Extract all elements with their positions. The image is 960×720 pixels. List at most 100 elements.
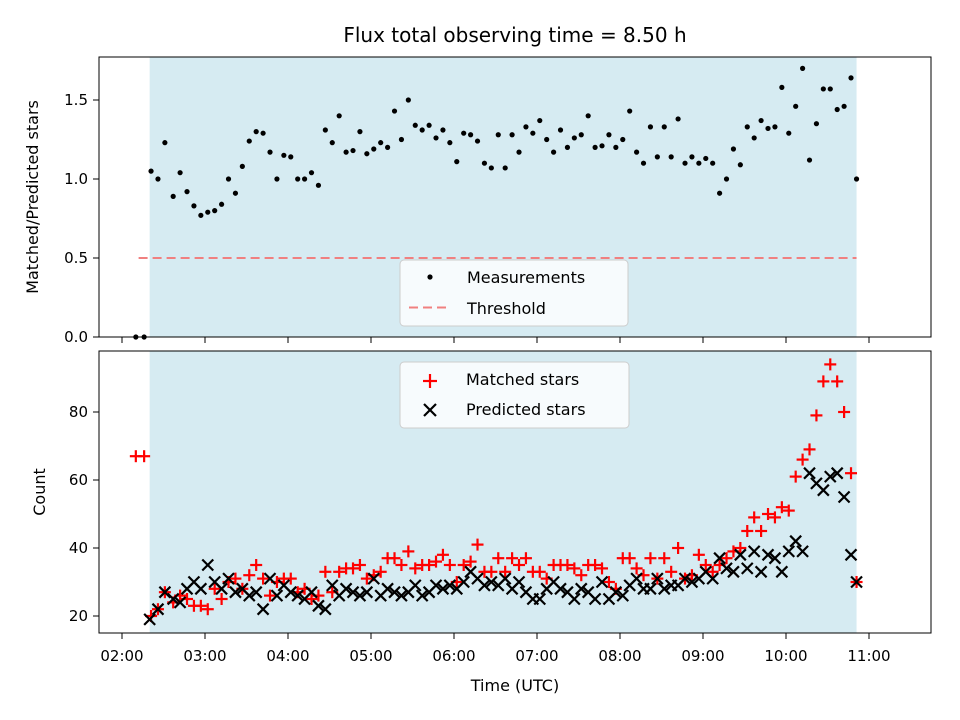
matched-star-point — [506, 552, 519, 565]
top-y-axis-label: Matched/Predicted stars — [23, 100, 42, 294]
measurement-point — [385, 144, 391, 150]
matched-star-point — [665, 565, 678, 578]
predicted-star-point — [754, 565, 768, 579]
measurement-point — [225, 176, 232, 182]
legend-marker-matched-stars — [423, 374, 437, 388]
measurement-point — [827, 86, 833, 92]
matched-star-point — [734, 542, 747, 554]
matched-star-point — [519, 552, 532, 565]
measurement-point — [696, 160, 702, 166]
measurement-point — [620, 136, 626, 143]
bottom-legend-box — [399, 361, 630, 429]
predicted-star-point — [312, 599, 325, 613]
matched-star-point — [388, 552, 401, 565]
measurements-series — [133, 65, 860, 340]
x-tick-label: 05:00 — [349, 647, 392, 665]
predicted-star-point — [457, 575, 470, 589]
bottom-legend: Matched stars Predicted stars — [399, 361, 630, 429]
matched-star-point — [284, 572, 297, 585]
measurement-point — [295, 176, 301, 182]
measurement-point — [841, 103, 847, 109]
measurement-point — [689, 154, 695, 160]
measurement-point — [786, 130, 792, 136]
matched-star-point — [596, 562, 609, 575]
measurement-point — [371, 146, 377, 152]
measurement-point — [834, 106, 840, 113]
predicted-star-point — [727, 565, 740, 579]
predicted-star-point — [830, 466, 844, 480]
measurement-point — [530, 130, 536, 136]
predicted-star-point — [436, 582, 450, 596]
predicted-star-point — [789, 534, 802, 548]
measurement-point — [405, 97, 411, 103]
matched-star-point — [374, 565, 387, 578]
measurement-point — [779, 84, 785, 90]
matched-star-point — [789, 470, 802, 483]
measurement-point — [765, 125, 771, 132]
measurement-point — [703, 155, 709, 162]
measurement-point — [378, 140, 384, 146]
x-tick-label: 10:00 — [764, 647, 807, 665]
matched-star-point — [796, 453, 809, 466]
measurement-point — [634, 149, 640, 155]
matched-star-point — [499, 565, 512, 578]
matched-star-point — [430, 555, 443, 568]
top-legend: Measurements Threshold — [399, 259, 629, 327]
predicted-star-point — [284, 585, 298, 599]
predicted-star-point — [478, 579, 491, 592]
predicted-star-point — [720, 562, 733, 575]
measurement-point — [744, 124, 750, 130]
y-tick-label: 0.0 — [64, 328, 88, 346]
measurement-point — [322, 127, 328, 133]
predicted-star-point — [713, 551, 726, 565]
measurement-point — [412, 122, 418, 128]
predicted-star-point — [823, 470, 837, 483]
x-axis-label: Time (UTC) — [470, 676, 559, 695]
matched-star-point — [810, 409, 823, 422]
predicted-star-point — [644, 582, 657, 596]
y-tick-label: 80 — [69, 403, 88, 421]
y-tick-label: 20 — [69, 607, 88, 625]
predicted-star-point — [734, 548, 747, 562]
matched-star-point — [741, 525, 754, 537]
matched-star-point — [250, 559, 263, 571]
measurement-point — [627, 108, 633, 114]
predicted-star-point — [143, 613, 156, 626]
predicted-star-point — [685, 575, 699, 589]
measurement-point — [551, 149, 557, 155]
measurement-point — [682, 160, 688, 166]
matched-star-point — [630, 562, 643, 575]
measurement-point — [820, 86, 826, 92]
matched-star-point — [347, 562, 360, 575]
matched-star-point — [824, 358, 837, 371]
measurement-point — [391, 108, 398, 114]
measurement-point — [184, 189, 190, 195]
measurement-point — [758, 117, 764, 124]
predicted-star-point — [319, 602, 332, 616]
measurement-point — [155, 176, 161, 182]
predicted-star-point — [429, 579, 443, 592]
measurement-point — [488, 165, 494, 171]
measurement-point — [447, 140, 453, 146]
predicted-star-point — [850, 575, 863, 589]
measurement-point — [592, 144, 598, 150]
matched-star-point — [264, 589, 277, 602]
predicted-star-point — [568, 592, 581, 606]
matched-star-point — [845, 467, 858, 480]
measurement-point — [495, 132, 501, 138]
measurement-point — [205, 209, 211, 215]
predicted-star-point — [151, 602, 165, 616]
matched-star-point — [138, 450, 151, 463]
predicted-star-point — [747, 545, 761, 558]
predicted-star-point — [844, 548, 858, 562]
measurement-point — [717, 190, 723, 196]
matched-star-point — [436, 548, 449, 561]
measurement-point — [557, 127, 564, 133]
matched-star-point — [513, 559, 526, 571]
matched-star-point — [353, 559, 366, 571]
matched-star-point — [443, 559, 456, 571]
predicted-star-point — [242, 589, 256, 602]
measurement-point — [329, 140, 335, 146]
